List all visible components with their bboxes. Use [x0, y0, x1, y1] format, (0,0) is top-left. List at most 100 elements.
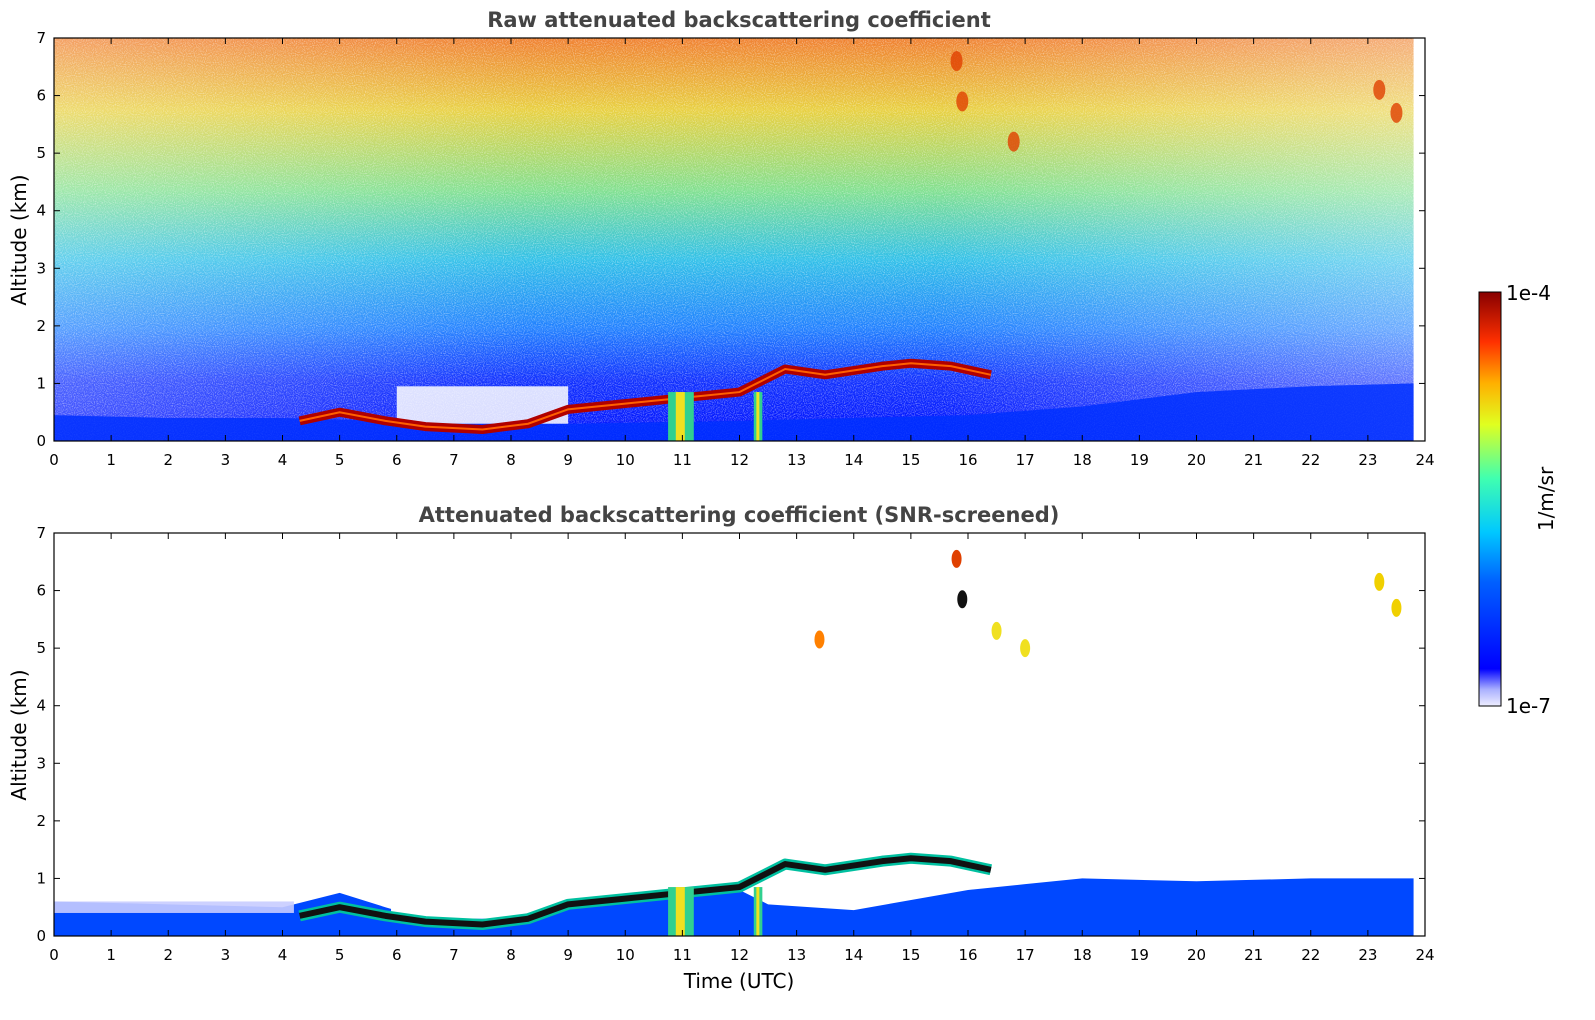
snr-x-tick-label: 15: [901, 946, 920, 964]
raw-y-tick-label: 2: [36, 317, 46, 335]
snr-x-tick-label: 11: [673, 946, 692, 964]
raw-x-tick-label: 24: [1415, 451, 1434, 469]
snr-y-tick-label: 1: [36, 869, 46, 887]
raw-y-axis-label: Altitude (km): [7, 174, 31, 305]
snr-y-tick-label: 4: [36, 697, 46, 715]
snr-x-tick-label: 19: [1130, 946, 1149, 964]
snr-x-tick-label: 1: [106, 946, 116, 964]
snr-x-tick-label: 16: [958, 946, 977, 964]
raw-x-tick-label: 10: [616, 451, 635, 469]
snr-high-cloud: [814, 630, 825, 649]
snr-precipitation-core: [675, 887, 685, 936]
snr-x-tick-label: 5: [335, 946, 345, 964]
snr-x-tick-label: 3: [221, 946, 231, 964]
x-axis-label: Time (UTC): [683, 969, 795, 993]
raw-x-tick-label: 0: [49, 451, 59, 469]
raw-x-tick-label: 14: [844, 451, 863, 469]
raw-high-cloud: [1390, 102, 1403, 123]
colorbar-min-label: 1e-7: [1506, 694, 1551, 718]
raw-heatmap-features: [54, 38, 1425, 441]
raw-x-tick-label: 22: [1301, 451, 1320, 469]
raw-axes: 0 1 2 3 4 5 6 7 8 9 10 11 12 13 14 15 16 17 18 19 20 21 22 23 24…: [36, 29, 1434, 469]
snr-x-tick-label: 24: [1415, 946, 1434, 964]
snr-x-tick-label: 14: [844, 946, 863, 964]
raw-x-tick-label: 5: [335, 451, 345, 469]
raw-x-tick-label: 1: [106, 451, 116, 469]
snr-y-tick-label: 3: [36, 754, 46, 772]
raw-y-tick-label: 6: [36, 87, 46, 105]
snr-heatmap-background: [54, 533, 1425, 936]
raw-high-cloud: [956, 91, 969, 112]
snr-precipitation-core: [756, 887, 760, 936]
snr-x-tick-label: 22: [1301, 946, 1320, 964]
snr-x-tick-label: 4: [278, 946, 288, 964]
snr-x-tick-label: 12: [730, 946, 749, 964]
raw-x-tick-label: 9: [563, 451, 573, 469]
raw-x-tick-label: 20: [1187, 451, 1206, 469]
snr-screened-panel: Attenuated backscattering coefficient (S…: [7, 503, 1435, 993]
raw-x-tick-label: 16: [958, 451, 977, 469]
raw-y-tick-label: 7: [36, 29, 46, 47]
snr-x-tick-label: 2: [163, 946, 173, 964]
snr-high-cloud: [957, 590, 968, 609]
snr-x-tick-label: 6: [392, 946, 402, 964]
colorbar-gradient: [1479, 292, 1501, 706]
snr-x-tick-label: 9: [563, 946, 573, 964]
raw-x-tick-label: 19: [1130, 451, 1149, 469]
raw-x-tick-label: 17: [1016, 451, 1035, 469]
snr-y-tick-label: 5: [36, 639, 46, 657]
snr-cloud-layer: [299, 855, 992, 928]
raw-x-tick-label: 2: [163, 451, 173, 469]
colorbar-frame: [1478, 291, 1502, 707]
snr-high-cloud: [951, 549, 962, 568]
snr-y-tick-label: 6: [36, 582, 46, 600]
colorbar: 1e-4 1e-7 1/m/sr: [1478, 281, 1558, 718]
raw-cloud-layer-edge: [299, 362, 992, 431]
raw-y-tick-label: 3: [36, 259, 46, 277]
snr-x-tick-label: 18: [1073, 946, 1092, 964]
raw-panel-title: Raw attenuated backscattering coefficien…: [487, 8, 991, 32]
snr-screened-gap: [391, 884, 546, 916]
raw-heatmap-noise: [54, 38, 1414, 441]
raw-y-tick-label: 1: [36, 374, 46, 392]
raw-x-tick-label: 4: [278, 451, 288, 469]
snr-high-cloud: [1374, 572, 1385, 591]
snr-x-tick-label: 21: [1244, 946, 1263, 964]
snr-faint-layer: [54, 901, 294, 913]
raw-precipitation-core: [675, 392, 685, 441]
raw-high-cloud: [950, 51, 963, 72]
raw-x-tick-label: 11: [673, 451, 692, 469]
raw-high-cloud: [1373, 79, 1386, 100]
raw-x-tick-label: 18: [1073, 451, 1092, 469]
snr-x-tick-label: 10: [616, 946, 635, 964]
raw-x-tick-label: 23: [1358, 451, 1377, 469]
raw-x-tick-label: 12: [730, 451, 749, 469]
snr-x-tick-label: 23: [1358, 946, 1377, 964]
colorbar-max-label: 1e-4: [1506, 281, 1551, 305]
snr-x-tick-label: 8: [506, 946, 516, 964]
raw-no-data-region: [1413, 38, 1425, 441]
raw-high-cloud: [1007, 131, 1020, 152]
snr-y-tick-label: 2: [36, 812, 46, 830]
snr-panel-title: Attenuated backscattering coefficient (S…: [419, 503, 1060, 527]
snr-high-cloud: [991, 621, 1002, 640]
raw-y-tick-label: 0: [36, 432, 46, 450]
snr-axes: 0 1 2 3 4 5 6 7 8 9 10 11 12 13 14 15 16 17 18 19 20 21 22 23 24…: [36, 524, 1434, 964]
raw-x-tick-label: 7: [449, 451, 459, 469]
raw-backscatter-panel: Raw attenuated backscattering coefficien…: [7, 8, 1435, 469]
raw-x-tick-label: 8: [506, 451, 516, 469]
snr-x-tick-label: 7: [449, 946, 459, 964]
snr-y-tick-label: 7: [36, 524, 46, 542]
raw-y-tick-label: 5: [36, 144, 46, 162]
raw-x-tick-label: 15: [901, 451, 920, 469]
raw-x-tick-label: 6: [392, 451, 402, 469]
raw-x-tick-label: 13: [787, 451, 806, 469]
colorbar-unit-label: 1/m/sr: [1534, 466, 1558, 531]
snr-heatmap-features: [54, 549, 1414, 936]
snr-y-tick-label: 0: [36, 927, 46, 945]
raw-precipitation-core: [756, 392, 760, 441]
raw-x-tick-label: 21: [1244, 451, 1263, 469]
snr-x-tick-label: 17: [1016, 946, 1035, 964]
snr-y-axis-label: Altitude (km): [7, 669, 31, 800]
